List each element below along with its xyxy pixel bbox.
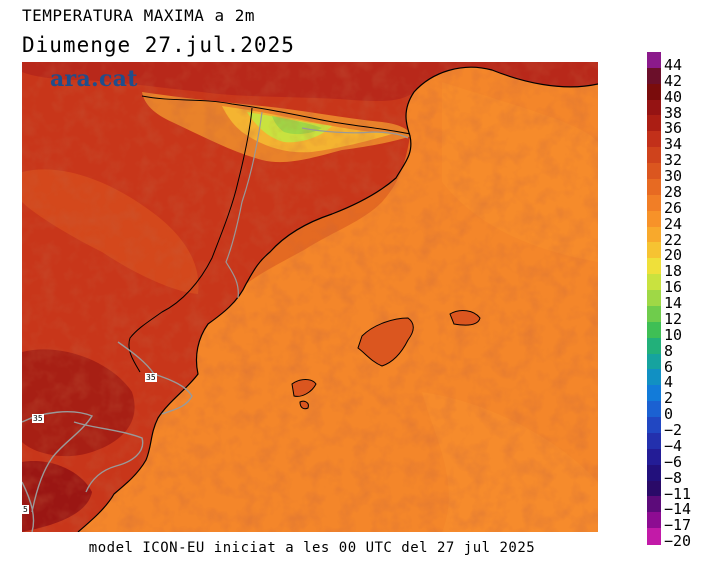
colorbar-tick-label: −14 xyxy=(664,500,692,519)
colorbar-segment xyxy=(647,464,661,482)
colorbar-segment xyxy=(647,210,661,228)
colorbar-tick-label: 34 xyxy=(664,135,683,154)
colorbar-segment xyxy=(647,432,661,450)
colorbar-segment xyxy=(647,52,661,69)
ibiza-island xyxy=(291,379,317,397)
colorbar-segment xyxy=(647,448,661,466)
colorbar-tick-label: 24 xyxy=(664,214,683,233)
isotherm-label: 35 xyxy=(32,414,44,423)
colorbar-tick-label: 20 xyxy=(664,246,683,265)
isotherm-label: 5 xyxy=(22,505,29,514)
colorbar-segment xyxy=(647,337,661,355)
colorbar-segment xyxy=(647,147,661,164)
colorbar-segment xyxy=(647,274,661,291)
colorbar-segment xyxy=(647,194,661,212)
temperature-colorbar xyxy=(647,52,661,545)
colorbar-segment xyxy=(647,226,661,244)
menorca-island xyxy=(449,310,481,326)
colorbar-tick-label: −2 xyxy=(664,421,683,440)
forecast-date: Diumenge 27.jul.2025 xyxy=(22,33,295,57)
colorbar-tick-label: 42 xyxy=(664,71,683,90)
colorbar-segment xyxy=(647,242,661,259)
colorbar-segment xyxy=(647,512,661,529)
colorbar-tick-label: 4 xyxy=(664,373,674,392)
colorbar-tick-label: −17 xyxy=(664,516,692,535)
colorbar-segment xyxy=(647,321,661,339)
colorbar-segment xyxy=(647,496,661,513)
colorbar-segment xyxy=(647,131,661,148)
colorbar-tick-label: 12 xyxy=(664,309,683,328)
map-title: TEMPERATURA MAXIMA a 2m xyxy=(22,6,256,25)
colorbar-tick-label: 18 xyxy=(664,262,683,281)
colorbar-tick-label: 10 xyxy=(664,325,683,344)
colorbar-tick-label: 38 xyxy=(664,103,683,122)
model-caption: model ICON-EU iniciat a les 00 UTC del 2… xyxy=(88,540,536,556)
colorbar-tick-label: 36 xyxy=(664,119,683,138)
border-regions xyxy=(128,107,253,373)
colorbar-segment xyxy=(647,305,661,323)
isotherm-label: 35 xyxy=(145,373,157,382)
colorbar-tick-label: −8 xyxy=(664,468,683,487)
colorbar-tick-label: 44 xyxy=(664,56,683,74)
colorbar-segment xyxy=(647,385,661,402)
colorbar-tick-label: 2 xyxy=(664,389,674,408)
colorbar-tick-label: 32 xyxy=(664,151,683,170)
coastline xyxy=(77,66,598,532)
colorbar-tick-label: 22 xyxy=(664,230,683,249)
colorbar-segment xyxy=(647,417,661,434)
border-france-spain xyxy=(141,95,411,135)
colorbar-segment xyxy=(647,178,661,196)
colorbar-tick-label: −6 xyxy=(664,452,683,471)
colorbar-tick-label: 30 xyxy=(664,167,683,186)
colorbar-tick-label: 16 xyxy=(664,278,683,297)
colorbar-tick-label: 14 xyxy=(664,294,683,313)
colorbar-tick-label: 6 xyxy=(664,357,674,376)
colorbar-tick-label: 26 xyxy=(664,198,683,217)
ara-cat-logo: ara.cat xyxy=(50,66,138,92)
colorbar-tick-label: −4 xyxy=(664,436,683,455)
colorbar-labels: 44 42 40 38 36 34 32 30 28 26 24 22 20 18 16 14 12 10 8 6 4 2… xyxy=(664,52,724,549)
colorbar-segment xyxy=(647,353,661,371)
mallorca-island xyxy=(357,317,414,367)
colorbar-segment xyxy=(647,401,661,418)
colorbar-segment xyxy=(647,369,661,386)
colorbar-tick-label: −20 xyxy=(664,532,692,551)
colorbar-tick-label: −11 xyxy=(664,484,692,503)
colorbar-segment xyxy=(647,83,661,101)
colorbar-segment xyxy=(647,258,661,275)
colorbar-segment xyxy=(647,290,661,307)
colorbar-segment xyxy=(647,480,661,497)
colorbar-segment xyxy=(647,67,661,85)
colorbar-tick-label: 28 xyxy=(664,182,683,201)
colorbar-tick-label: 8 xyxy=(664,341,674,360)
colorbar-segment xyxy=(647,528,661,545)
colorbar-tick-label: 40 xyxy=(664,87,683,106)
temperature-map: 35 35 5 xyxy=(22,62,598,532)
colorbar-tick-label: 0 xyxy=(664,405,674,424)
colorbar-segment xyxy=(647,163,661,180)
colorbar-segment xyxy=(647,115,661,132)
colorbar-segment xyxy=(647,99,661,117)
